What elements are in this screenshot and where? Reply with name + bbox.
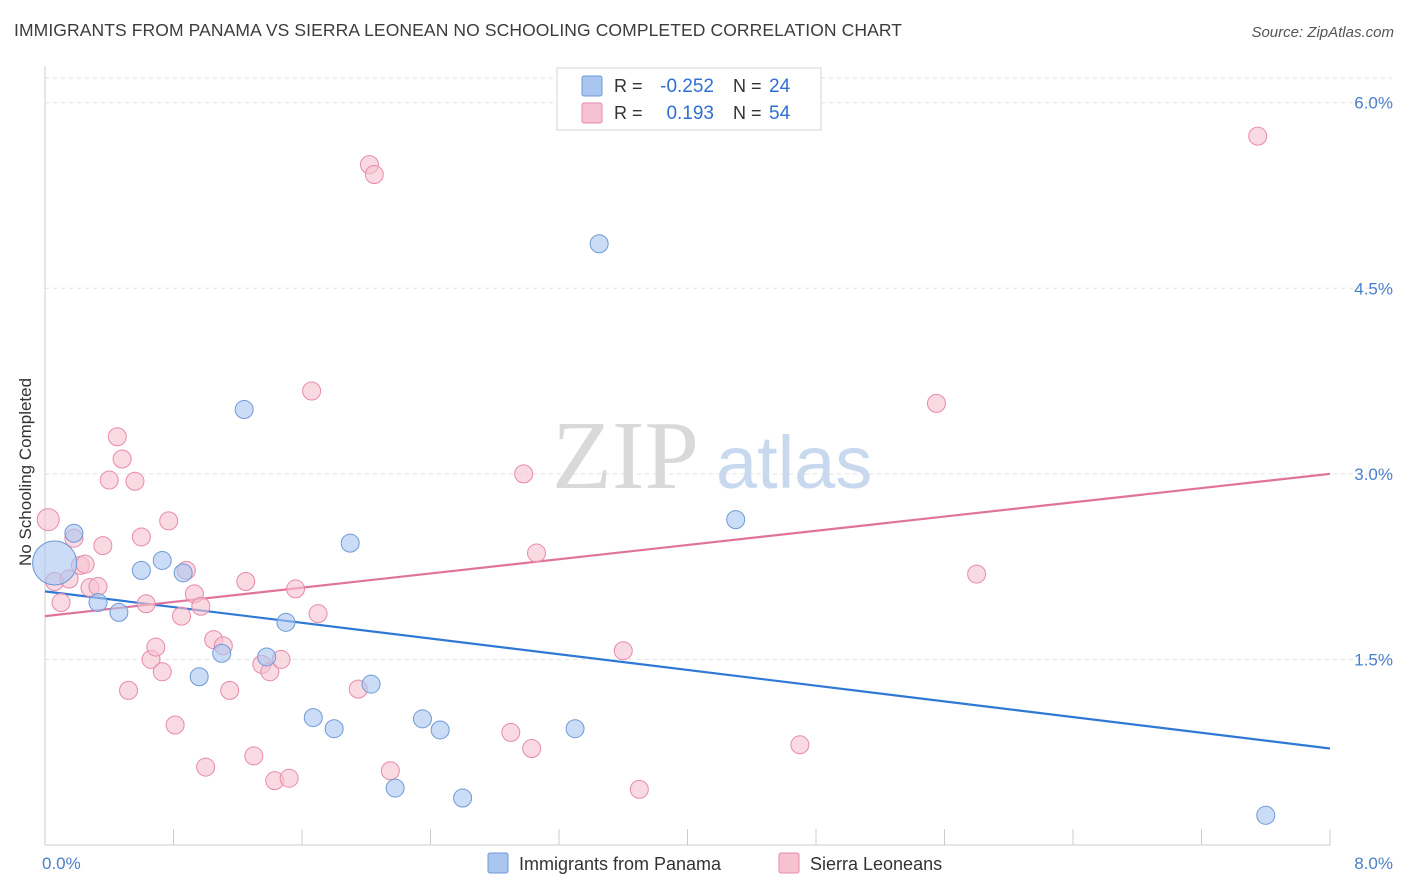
legend-swatch [581,75,603,97]
data-point-panama [726,510,746,530]
series-legend-label: Sierra Leoneans [810,854,942,874]
legend-r-label: R = [614,103,643,123]
data-point-panama [361,674,381,694]
data-point-sierra-leone [75,554,95,574]
source-credit: Source: ZipAtlas.com [1251,24,1394,41]
data-point-sierra-leone [159,511,179,531]
data-point-sierra-leone [926,393,946,413]
data-point-panama [589,234,609,254]
data-point-sierra-leone [790,735,810,755]
data-point-sierra-leone [364,164,384,184]
data-point-sierra-leone [302,381,322,401]
x-tick-labels: 0.0% 8.0% [42,854,1393,873]
data-point-panama [340,533,360,553]
data-point-panama [276,612,296,632]
data-point-sierra-leone [514,464,534,484]
data-point-panama [212,643,232,663]
data-point-panama [32,540,78,586]
data-point-sierra-leone [1248,126,1268,146]
data-point-sierra-leone [236,571,256,591]
data-point-sierra-leone [244,746,264,766]
data-point-panama [1256,805,1276,825]
legend-r-label: R = [614,76,643,96]
data-point-sierra-leone [125,471,145,491]
y-tick-label: 6.0% [1354,94,1393,113]
legend-n-label: N = [733,76,762,96]
series-legend-swatch [487,852,509,874]
axes [44,66,1331,846]
data-point-sierra-leone [131,527,151,547]
legend-swatch [581,102,603,124]
data-point-panama [152,550,172,570]
y-tick-label: 3.0% [1354,465,1393,484]
data-point-sierra-leone [279,768,299,788]
data-point-sierra-leone [99,470,119,490]
data-point-panama [109,602,129,622]
data-point-sierra-leone [967,564,987,584]
x-tick-label-min: 0.0% [42,854,81,873]
legend-n-label: N = [733,103,762,123]
data-point-panama [565,719,585,739]
data-point-sierra-leone [613,641,633,661]
data-point-sierra-leone [146,637,166,657]
data-point-panama [453,788,473,808]
data-point-sierra-leone [88,576,108,596]
legend-n-value: 54 [769,103,791,124]
data-point-panama [303,708,323,728]
watermark-atlas: atlas [716,421,872,504]
data-point-panama [88,593,108,613]
data-point-sierra-leone [165,715,185,735]
data-point-sierra-leone [107,427,127,447]
watermark-zip: ZIP [552,402,699,510]
chart-title: IMMIGRANTS FROM PANAMA VS SIERRA LEONEAN… [14,20,903,40]
data-point-sierra-leone [191,596,211,616]
data-point-sierra-leone [196,757,216,777]
y-tick-label: 4.5% [1354,279,1393,298]
data-point-sierra-leone [527,543,547,563]
data-point-sierra-leone [36,508,60,532]
data-point-sierra-leone [119,680,139,700]
legend-r-value: 0.193 [666,103,714,124]
data-point-panama [412,709,432,729]
data-point-sierra-leone [286,579,306,599]
legend-r-value: -0.252 [660,76,714,97]
legend-n-value: 24 [769,76,791,97]
data-point-sierra-leone [522,739,542,759]
data-point-panama [173,563,193,583]
data-point-sierra-leone [380,761,400,781]
correlation-legend: R = -0.252 N = 24 R = 0.193 N = 54 [556,67,822,131]
data-point-sierra-leone [501,722,521,742]
data-point-panama [64,523,84,543]
data-point-sierra-leone [136,594,156,614]
data-point-sierra-leone [112,449,132,469]
data-point-sierra-leone [629,779,649,799]
data-point-sierra-leone [308,604,328,624]
data-point-sierra-leone [51,593,71,613]
data-point-panama [324,719,344,739]
data-point-panama [131,560,151,580]
data-point-panama [385,778,405,798]
data-point-panama [234,400,254,420]
data-point-sierra-leone [172,606,192,626]
trend-line-panama [44,590,1331,750]
data-points [32,126,1276,825]
data-point-sierra-leone [93,536,113,556]
data-point-sierra-leone [152,662,172,682]
trend-line-sierra-leone [44,472,1331,618]
series-legend-swatch [778,852,800,874]
series-legend: Immigrants from Panama Sierra Leoneans [487,852,942,874]
x-tick-label-max: 8.0% [1354,854,1393,873]
data-point-panama [430,720,450,740]
data-point-panama [189,667,209,687]
data-point-sierra-leone [220,680,240,700]
y-tick-labels: 1.5% 3.0% 4.5% 6.0% [1354,94,1393,670]
series-legend-label: Immigrants from Panama [519,854,722,874]
data-point-panama [257,647,277,667]
trend-lines [44,472,1331,750]
y-tick-label: 1.5% [1354,650,1393,669]
